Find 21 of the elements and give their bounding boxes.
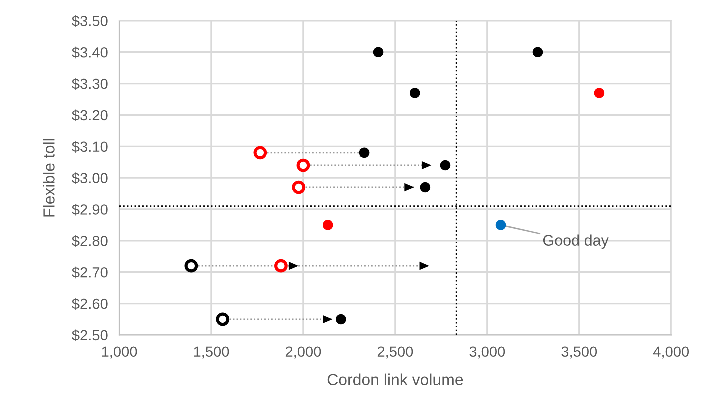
y-tick-label: $2.90	[72, 204, 108, 216]
y-tick-label: $2.80	[72, 235, 108, 248]
y-tick-label: $3.00	[72, 172, 108, 184]
y-tick-label: $2.70	[72, 266, 108, 279]
y-tick-label: $3.40	[72, 46, 108, 59]
x-tick-label: 4,000	[653, 346, 690, 359]
y-tick-label: $2.60	[72, 298, 108, 310]
y-tick-label: $3.10	[72, 141, 108, 153]
x-tick-label: 1,000	[102, 346, 138, 359]
y-axis-title: Flexible toll	[43, 139, 55, 217]
x-tick-label: 2,000	[286, 346, 322, 359]
x-tick-label: 1,500	[194, 346, 230, 359]
y-tick-label: $3.30	[72, 78, 108, 90]
x-tick-label: 2,500	[378, 346, 414, 359]
x-axis-title: Cordon link volume	[328, 374, 464, 386]
y-tick-label: $2.50	[72, 330, 108, 342]
x-tick-label: 3,500	[562, 346, 598, 359]
x-tick-label: 3,000	[470, 346, 506, 359]
y-tick-label: $3.20	[72, 110, 108, 122]
y-tick-label: $3.50	[72, 15, 108, 28]
annotation: Good day	[543, 234, 609, 249]
